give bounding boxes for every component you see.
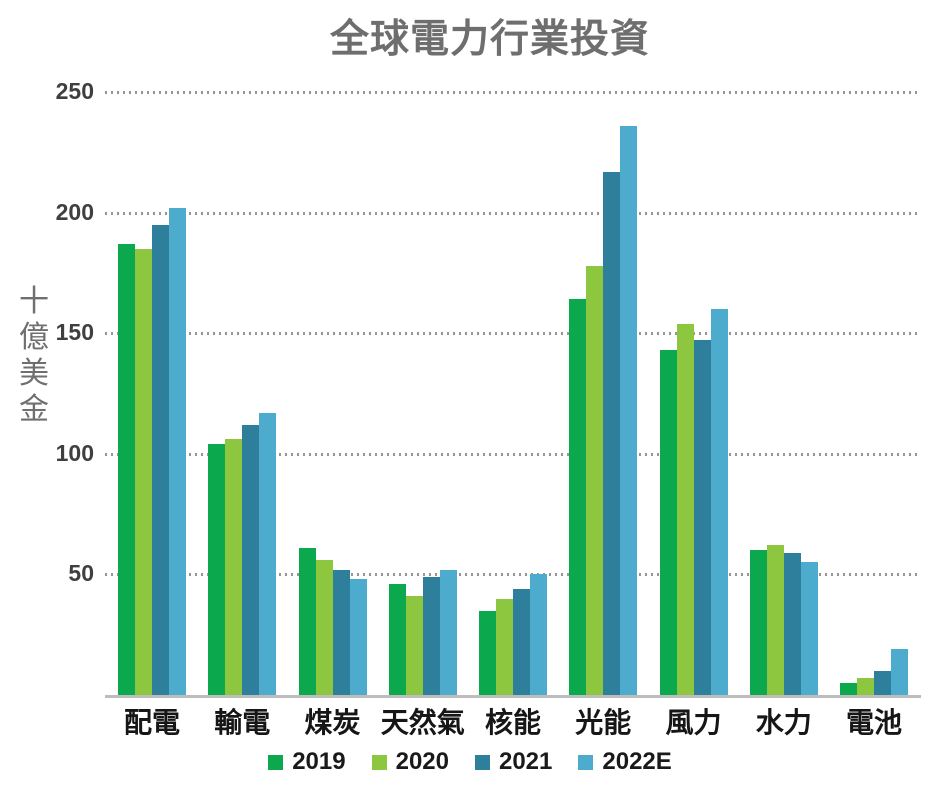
bar-2020 [225, 439, 243, 695]
bar-group-3 [298, 548, 367, 695]
gridline-150 [105, 332, 921, 336]
plot-area [105, 91, 921, 698]
gridline-100 [105, 452, 921, 456]
legend: 2019 2020 2021 2022E [0, 748, 940, 776]
y-axis-title: 十億美金 [16, 284, 52, 428]
y-tick-label-50: 50 [68, 560, 94, 587]
bar-2021 [152, 225, 169, 695]
bar-group-1 [118, 208, 186, 695]
bar-2019 [840, 683, 857, 695]
bar-2022E [710, 309, 728, 695]
bar-2021 [513, 589, 530, 695]
legend-item-2022E: 2022E [578, 748, 672, 776]
x-axis-label-2: 輸電 [214, 707, 271, 738]
bar-2022E [800, 562, 818, 695]
bar-2020 [405, 596, 423, 695]
bar-2022E [349, 579, 367, 695]
bar-2020 [315, 560, 333, 695]
bar-2021 [874, 671, 891, 695]
legend-item-2019: 2019 [268, 748, 346, 776]
chart-title: 全球電力行業投資 [329, 18, 650, 61]
y-tick-label-100: 100 [55, 439, 94, 466]
gridline-200 [105, 211, 921, 215]
bar-2022E [620, 126, 638, 695]
legend-label: 2021 [498, 748, 553, 775]
legend-swatch-icon [268, 754, 284, 770]
x-axis-label-1: 配電 [123, 707, 180, 738]
x-axis-label-6: 光能 [575, 707, 632, 738]
bar-2022E [891, 649, 908, 695]
x-axis-label-4: 天然氣 [380, 707, 465, 738]
bar-group-2 [208, 413, 277, 695]
bar-2019 [569, 299, 587, 695]
bar-2020 [766, 545, 784, 695]
legend-swatch-icon [578, 754, 594, 770]
bar-group-8 [749, 545, 818, 695]
y-axis-title-char: 美 [19, 357, 49, 390]
bar-group-5 [479, 574, 547, 695]
bar-2021 [422, 577, 440, 695]
bar-2022E [530, 574, 547, 695]
bar-2019 [118, 244, 135, 695]
bar-2019 [749, 550, 767, 695]
y-tick-label-200: 200 [55, 198, 94, 225]
x-axis-label-5: 核能 [484, 707, 541, 738]
y-axis-title-char: 金 [19, 393, 49, 426]
x-axis-label-7: 風力 [665, 707, 722, 738]
bar-2019 [208, 444, 226, 695]
bar-2021 [242, 425, 260, 695]
bar-2021 [332, 570, 350, 695]
bar-2020 [857, 678, 874, 695]
bar-2021 [783, 553, 801, 695]
legend-item-2020: 2020 [371, 748, 449, 776]
bar-2020 [135, 249, 152, 695]
legend-swatch-icon [371, 754, 387, 770]
bar-group-9 [840, 649, 908, 695]
legend-label: 2019 [292, 748, 346, 775]
y-tick-label-150: 150 [55, 319, 94, 346]
bar-2022E [439, 570, 457, 695]
bar-2022E [259, 413, 277, 695]
legend-label: 2022E [602, 748, 672, 775]
bar-2019 [298, 548, 316, 695]
bar-2021 [603, 172, 621, 695]
x-axis-label-9: 電池 [845, 707, 902, 738]
x-axis-label-3: 煤炭 [304, 707, 361, 738]
legend-item-2021: 2021 [474, 748, 553, 776]
bars-layer [105, 92, 921, 695]
y-axis-title-char: 億 [19, 321, 49, 354]
gridline-50 [105, 573, 921, 577]
x-axis-labels: 配電 輸電 煤炭 天然氣 核能 光能 風力 水力 電池 [105, 701, 921, 741]
bar-2019 [659, 350, 677, 695]
y-axis-title-char: 十 [19, 285, 49, 318]
bar-2022E [169, 208, 186, 695]
bar-2021 [693, 340, 711, 695]
bar-2020 [586, 266, 604, 695]
legend-label: 2020 [395, 748, 449, 775]
y-tick-label-250: 250 [55, 78, 94, 104]
bar-2020 [496, 599, 513, 695]
bar-group-7 [659, 309, 728, 695]
bar-group-6 [569, 126, 638, 695]
legend-swatch-icon [474, 754, 490, 770]
bar-2020 [676, 324, 694, 695]
gridline-250 [105, 91, 921, 94]
bar-group-4 [388, 570, 457, 695]
x-axis-label-8: 水力 [755, 707, 812, 738]
bar-2019 [479, 611, 496, 695]
bar-2019 [388, 584, 406, 695]
